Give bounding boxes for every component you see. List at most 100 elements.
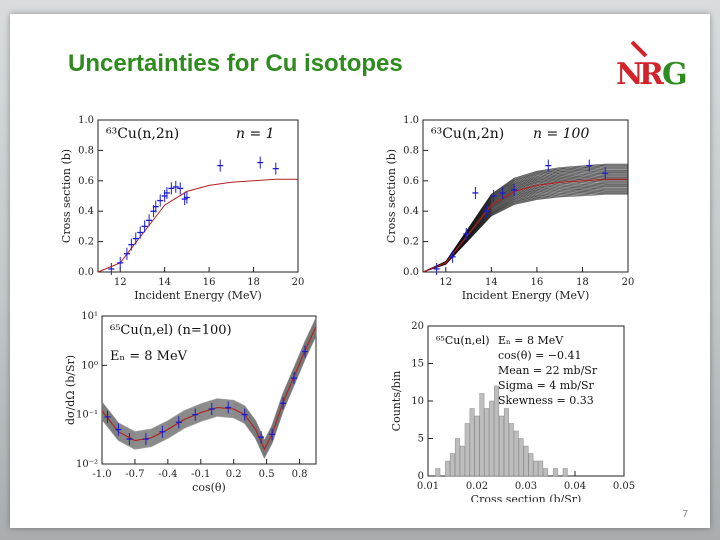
- sample-count-label: n = 100: [533, 126, 589, 142]
- histogram-bar: [454, 438, 460, 477]
- reaction-label: ⁶³Cu(n,2n): [106, 126, 179, 142]
- x-tick-label: 20: [292, 277, 305, 288]
- chart-top-left: 12 14 16 18 20 0.0 0.2 0.4 0.6 0.8 1.0 Incident Ene…: [60, 115, 305, 302]
- plot-frame: [101, 315, 317, 465]
- x-tick-label: 0.2: [226, 469, 242, 480]
- sample-curve: [101, 322, 317, 447]
- chart-bottom-right: 0.01 0.02 0.03 0.04 0.05 0 5 10 15 20 Cross sectio…: [390, 321, 635, 502]
- y-tick-label: 20: [411, 321, 424, 332]
- reaction-label: ⁶⁵Cu(n,el): [436, 334, 490, 347]
- sample-curve: [101, 321, 317, 446]
- x-tick-label: 0.03: [515, 481, 537, 492]
- y-tick-label: 0.0: [403, 267, 419, 278]
- y-axis-label: dσ/dΩ (b/Sr): [64, 355, 77, 425]
- histogram-bar: [469, 408, 475, 477]
- sample-curve: [101, 324, 317, 448]
- sample-curve: [101, 324, 317, 449]
- stat-line-1: cos(θ) = −0.41: [498, 349, 582, 362]
- histogram-bar: [445, 460, 451, 477]
- histogram-bar: [528, 453, 534, 477]
- x-tick-label: 14: [158, 277, 171, 288]
- histogram-bar: [450, 453, 455, 477]
- sample-curve: [101, 326, 317, 451]
- logo-letter-g: G: [662, 57, 688, 92]
- sample-curve: [422, 190, 628, 273]
- x-tick-label: -0.4: [158, 469, 177, 480]
- nrg-logo: N R G: [616, 40, 688, 92]
- x-tick-label: 18: [576, 277, 589, 288]
- reaction-label: ⁶³Cu(n,2n): [431, 126, 504, 142]
- sample-curve: [422, 194, 628, 273]
- sample-curve: [422, 192, 628, 273]
- histogram-bar: [518, 438, 524, 477]
- histogram-bar: [464, 423, 470, 477]
- histogram-bar: [474, 415, 480, 477]
- y-tick-label: 5: [418, 434, 424, 445]
- y-axis-label: Counts/bin: [390, 371, 403, 432]
- energy-label: Eₙ = 8 MeV: [110, 349, 188, 364]
- x-tick-label: 18: [247, 277, 260, 288]
- x-axis-label: Cross section (b/Sr): [471, 493, 582, 502]
- x-tick-label: 0.8: [292, 469, 308, 480]
- y-tick-label: 0.4: [403, 206, 419, 217]
- histogram-bar: [508, 423, 514, 477]
- sample-curve: [422, 163, 628, 273]
- y-tick-label: 0.4: [78, 206, 94, 217]
- histogram-bar: [489, 400, 495, 477]
- x-tick-label: 0.05: [613, 481, 635, 492]
- histogram-bar: [435, 468, 441, 477]
- y-tick-label: 15: [411, 359, 424, 370]
- x-tick-label: 0.5: [259, 469, 275, 480]
- y-tick-label: 10⁰: [81, 360, 98, 371]
- sample-curve: [422, 191, 628, 273]
- x-tick-label: -0.7: [125, 469, 144, 480]
- y-tick-label: 1.0: [78, 115, 94, 126]
- y-tick-label: 0.2: [403, 237, 419, 248]
- sample-curve: [101, 322, 317, 447]
- logo-letter-r: R: [639, 57, 665, 92]
- histogram-bar: [494, 385, 500, 477]
- histogram-bar: [523, 445, 529, 477]
- x-tick-label: 16: [203, 277, 216, 288]
- y-tick-label: 1.0: [403, 115, 419, 126]
- x-axis-label: Incident Energy (MeV): [462, 289, 590, 302]
- histogram-bar: [552, 468, 558, 477]
- x-tick-label: 0.04: [564, 481, 586, 492]
- plot-frame: [97, 119, 299, 273]
- slide-title: Uncertainties for Cu isotopes: [68, 50, 403, 77]
- x-tick-label: 12: [439, 277, 452, 288]
- sample-curve: [101, 321, 317, 445]
- histogram-bar: [499, 415, 504, 477]
- y-tick-label: 10⁻¹: [76, 410, 98, 421]
- y-axis-label: Cross section (b): [385, 149, 398, 243]
- x-tick-label: -1.0: [92, 469, 111, 480]
- x-tick-label: 12: [114, 277, 127, 288]
- sample-curve: [101, 318, 317, 442]
- y-tick-label: 0.8: [403, 145, 419, 156]
- y-tick-label: 0.6: [78, 176, 94, 187]
- y-tick-label: 0.8: [78, 145, 94, 156]
- reaction-label: ⁶⁵Cu(n,el) (n=100): [110, 323, 232, 338]
- sample-curve: [101, 319, 317, 444]
- logo-letter-n: N: [616, 57, 643, 92]
- y-tick-label: 10⁻²: [76, 459, 98, 470]
- x-tick-label: 14: [485, 277, 498, 288]
- x-tick-label: -0.1: [191, 469, 210, 480]
- slide: Uncertainties for Cu isotopes N R G 12 14…: [10, 14, 710, 528]
- x-axis-label: Incident Energy (MeV): [134, 289, 262, 302]
- fit-curve: [97, 178, 298, 273]
- stat-line-3: Sigma = 4 mb/Sr: [498, 379, 595, 392]
- x-tick-label: 16: [531, 277, 544, 288]
- y-tick-label: 0.0: [78, 267, 94, 278]
- stat-line-0: Eₙ = 8 MeV: [498, 334, 564, 347]
- histogram-bar: [513, 430, 519, 477]
- sample-curve: [101, 320, 317, 445]
- histogram-bar: [459, 445, 465, 477]
- histogram-bar: [543, 468, 549, 477]
- plot-frame: [422, 119, 629, 273]
- x-tick-label: 0.01: [417, 481, 439, 492]
- histogram-bar: [484, 408, 490, 477]
- chart-top-right: 12 14 16 18 20 0.0 0.2 0.4 0.6 0.8 1.0 Incident Ene…: [385, 115, 634, 302]
- y-tick-label: 0.2: [78, 237, 94, 248]
- sample-curve: [422, 193, 628, 273]
